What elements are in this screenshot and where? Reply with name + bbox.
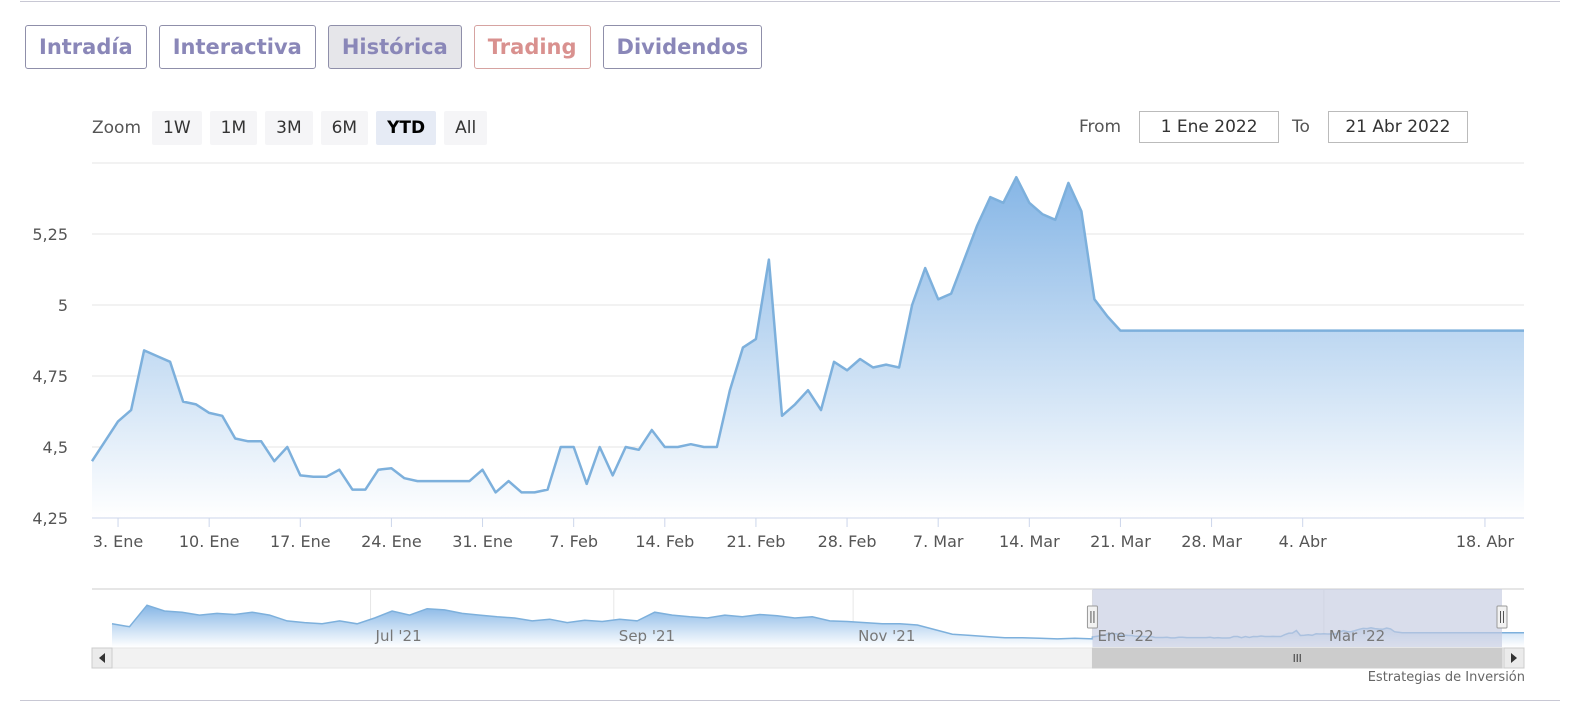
tab-historica[interactable]: Histórica	[327, 25, 462, 69]
tab-intradia[interactable]: Intradía	[25, 25, 147, 69]
x-tick-label: 21. Feb	[726, 532, 785, 551]
to-date-input[interactable]	[1327, 111, 1468, 143]
range-to: To	[1292, 111, 1468, 143]
zoom-6m-button[interactable]: 6M	[320, 111, 369, 145]
bottom-divider	[20, 700, 1560, 701]
zoom-label: Zoom	[92, 118, 142, 138]
tab-dividendos[interactable]: Dividendos	[602, 25, 763, 69]
x-tick-label: 7. Mar	[913, 532, 964, 551]
from-label: From	[1079, 117, 1122, 137]
x-tick-label: 3. Ene	[93, 532, 143, 551]
y-axis: 4,25 4,5 4,75 5 5,25	[32, 225, 68, 528]
x-tick-label: 7. Feb	[549, 532, 598, 551]
x-tick-label: 14. Mar	[999, 532, 1060, 551]
navigator-tick-label: Nov '21	[858, 627, 915, 645]
x-tick-label: 31. Ene	[452, 532, 513, 551]
to-label: To	[1292, 117, 1310, 137]
x-tick-label: 21. Mar	[1090, 532, 1151, 551]
navigator-selection[interactable]	[1092, 589, 1502, 647]
zoom-ytd-button[interactable]: YTD	[376, 111, 437, 145]
zoom-selector: Zoom 1W 1M 3M 6M YTD All	[92, 111, 488, 145]
navigator-tick-label: Ene '22	[1097, 627, 1153, 645]
navigator-left-handle[interactable]	[1086, 605, 1098, 629]
x-tick-label: 14. Feb	[635, 532, 694, 551]
tab-interactiva[interactable]: Interactiva	[158, 25, 316, 69]
zoom-1m-button[interactable]: 1M	[209, 111, 258, 145]
x-axis: 3. Ene 10. Ene 17. Ene 24. Ene 31. Ene 7. Feb…	[92, 517, 1524, 551]
tab-trading[interactable]: Trading	[473, 25, 591, 69]
navigator-right-handle[interactable]	[1496, 605, 1508, 629]
range-from: From	[1079, 111, 1280, 143]
navigator-tick-label: Jul '21	[375, 627, 422, 645]
y-tick-label: 5	[58, 296, 68, 315]
series-area	[90, 175, 1524, 518]
scroll-right-button[interactable]	[1503, 647, 1525, 669]
x-tick-label: 17. Ene	[270, 532, 331, 551]
scroll-left-button[interactable]	[91, 647, 113, 669]
y-tick-label: 5,25	[32, 225, 68, 244]
x-tick-label: 24. Ene	[361, 532, 422, 551]
zoom-all-button[interactable]: All	[444, 111, 488, 145]
zoom-3m-button[interactable]: 3M	[265, 111, 313, 145]
y-tick-label: 4,5	[43, 438, 68, 457]
x-tick-label: 4. Abr	[1279, 532, 1327, 551]
x-tick-label: 28. Feb	[818, 532, 877, 551]
navigator-tick-label: Sep '21	[619, 627, 675, 645]
top-divider	[20, 1, 1560, 2]
x-tick-label: 18. Abr	[1456, 532, 1515, 551]
y-tick-label: 4,25	[32, 509, 68, 528]
credit-label: Estrategias de Inversión	[1367, 670, 1525, 685]
scrollbar-thumb[interactable]	[1091, 647, 1503, 669]
series-fill	[92, 177, 1524, 518]
y-tick-label: 4,75	[32, 367, 68, 386]
x-tick-label: 10. Ene	[179, 532, 240, 551]
from-date-input[interactable]	[1139, 111, 1280, 143]
zoom-1w-button[interactable]: 1W	[152, 111, 202, 145]
chart-type-tabs: Intradía Interactiva Histórica Trading D…	[25, 25, 763, 69]
navigator-series-fill	[112, 605, 1524, 647]
series-line	[90, 175, 1524, 494]
x-tick-label: 28. Mar	[1181, 532, 1242, 551]
navigator[interactable]: Jul '21 Sep '21 Nov '21 Ene '22 Mar '22	[91, 588, 1525, 669]
navigator-tick-label: Mar '22	[1329, 627, 1385, 645]
